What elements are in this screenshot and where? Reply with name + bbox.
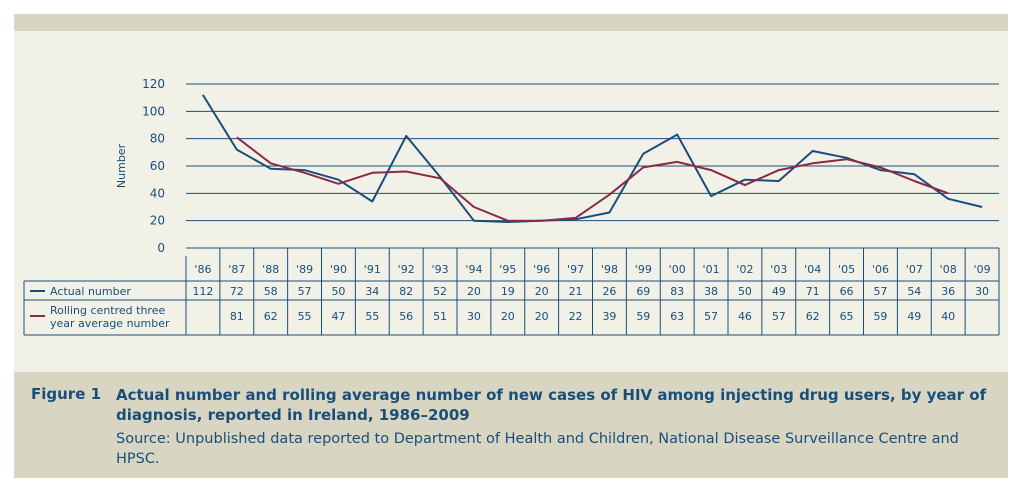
figure-caption: Figure 1 Actual number and rolling avera… (14, 372, 1008, 478)
data-value-label: 83 (670, 285, 684, 298)
x-tick-label: '90 (330, 263, 347, 276)
figure-label: Figure 1 (31, 385, 102, 403)
x-tick-label: '06 (872, 263, 889, 276)
header-band (14, 14, 1008, 31)
data-value-label: 56 (399, 310, 413, 323)
data-value-label: 19 (501, 285, 515, 298)
x-tick-label: '92 (398, 263, 415, 276)
y-tick-label: 100 (142, 104, 165, 118)
data-value-label: 55 (365, 310, 379, 323)
data-value-label: 71 (806, 285, 820, 298)
series-line (202, 94, 983, 223)
y-tick-label: 20 (150, 214, 165, 228)
data-value-label: 21 (569, 285, 583, 298)
x-tick-label: '94 (465, 263, 482, 276)
x-tick-label: '02 (736, 263, 753, 276)
x-tick-label: '89 (296, 263, 313, 276)
x-tick-label: '04 (804, 263, 821, 276)
x-tick-label: '96 (533, 263, 550, 276)
data-value-label: 57 (298, 285, 312, 298)
x-tick-label: '99 (635, 263, 652, 276)
data-value-label: 20 (535, 285, 549, 298)
data-value-label: 26 (602, 285, 616, 298)
data-value-label: 69 (636, 285, 650, 298)
data-value-label: 20 (467, 285, 481, 298)
y-tick-label: 120 (142, 77, 165, 91)
legend-label: Actual number (50, 285, 131, 298)
data-value-label: 49 (907, 310, 921, 323)
y-tick-label: 0 (157, 241, 165, 255)
data-value-label: 72 (230, 285, 244, 298)
legend-label: year average number (50, 317, 170, 330)
data-value-label: 30 (975, 285, 989, 298)
x-tick-label: '05 (838, 263, 855, 276)
data-value-label: 50 (331, 285, 345, 298)
data-value-label: 22 (569, 310, 583, 323)
data-value-label: 62 (264, 310, 278, 323)
data-value-label: 81 (230, 310, 244, 323)
chart-panel (14, 31, 1008, 372)
x-tick-label: '98 (601, 263, 618, 276)
data-value-label: 82 (399, 285, 413, 298)
data-value-label: 57 (772, 310, 786, 323)
x-tick-label: '09 (974, 263, 991, 276)
data-value-label: 34 (365, 285, 379, 298)
data-value-label: 30 (467, 310, 481, 323)
y-tick-label: 80 (150, 132, 165, 146)
data-value-label: 36 (941, 285, 955, 298)
x-tick-label: '86 (194, 263, 211, 276)
data-value-label: 52 (433, 285, 447, 298)
y-axis-label: Number (115, 143, 128, 188)
data-value-label: 20 (535, 310, 549, 323)
data-value-label: 62 (806, 310, 820, 323)
data-value-label: 55 (298, 310, 312, 323)
x-tick-label: '87 (228, 263, 245, 276)
figure-source: Source: Unpublished data reported to Dep… (116, 431, 959, 467)
x-tick-label: '93 (432, 263, 449, 276)
data-value-label: 57 (873, 285, 887, 298)
x-tick-label: '88 (262, 263, 279, 276)
series-line (236, 136, 949, 222)
data-value-label: 39 (602, 310, 616, 323)
data-value-label: 46 (738, 310, 752, 323)
x-tick-label: '03 (770, 263, 787, 276)
x-tick-label: '97 (567, 263, 584, 276)
data-value-label: 112 (192, 285, 213, 298)
data-value-label: 51 (433, 310, 447, 323)
x-tick-label: '08 (940, 263, 957, 276)
data-value-label: 66 (840, 285, 854, 298)
y-tick-label: 40 (150, 186, 165, 200)
legend-label: Rolling centred three (50, 304, 165, 317)
data-value-label: 47 (331, 310, 345, 323)
y-tick-label: 60 (150, 159, 165, 173)
data-value-label: 40 (941, 310, 955, 323)
data-value-label: 65 (840, 310, 854, 323)
data-value-label: 54 (907, 285, 921, 298)
x-tick-label: '91 (364, 263, 381, 276)
data-value-label: 38 (704, 285, 718, 298)
x-tick-label: '07 (906, 263, 923, 276)
data-value-label: 57 (704, 310, 718, 323)
data-value-label: 20 (501, 310, 515, 323)
x-tick-label: '95 (499, 263, 516, 276)
figure-title: Actual number and rolling average number… (116, 386, 987, 424)
data-value-label: 63 (670, 310, 684, 323)
x-tick-label: '00 (669, 263, 686, 276)
x-tick-label: '01 (703, 263, 720, 276)
data-value-label: 58 (264, 285, 278, 298)
data-value-label: 59 (873, 310, 887, 323)
data-value-label: 59 (636, 310, 650, 323)
data-value-label: 50 (738, 285, 752, 298)
data-value-label: 49 (772, 285, 786, 298)
